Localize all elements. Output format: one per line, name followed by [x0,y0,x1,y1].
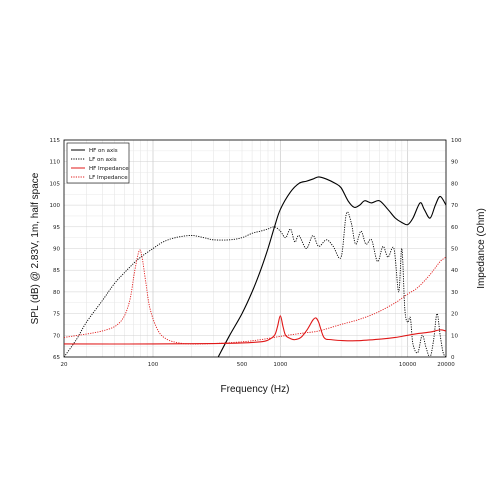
y-tick-label: 100 [50,203,61,209]
x-axis-title: Frequency (Hz) [221,384,290,395]
y-tick-label: 75 [53,312,60,318]
y-axis-title: SPL (dB) @ 2.83V, 1m, half space [30,172,41,324]
y2-tick-label: 0 [451,355,455,361]
y-tick-label: 115 [50,138,61,144]
y2-tick-label: 20 [451,312,458,318]
plot-frame [63,139,447,358]
x-tick-label: 10000 [399,362,417,368]
y2-tick-label: 80 [451,181,458,187]
legend-entry: LF Impedance [89,175,128,181]
series-layer [64,176,446,357]
series-line-1 [217,176,446,357]
y-tick-label: 70 [53,333,60,339]
series-line-4 [64,249,446,345]
y-tick-label: 110 [50,160,61,166]
y2-tick-label: 60 [451,225,458,231]
y2-tick-label: 100 [451,138,462,144]
x-tick-label: 100 [148,362,159,368]
y2-tick-label: 50 [451,247,458,253]
y2-tick-label: 90 [451,160,458,166]
x-tick-label: 20000 [437,362,455,368]
y2-tick-label: 10 [451,333,458,339]
y2-tick-label: 30 [451,290,458,296]
y2-axis-title: Impedance (Ohm) [476,208,487,289]
legend-entry: HF on axis [89,148,118,154]
grid [63,139,447,358]
y2-tick-label: 40 [451,268,458,274]
series-line-2 [64,211,446,357]
x-tick-label: 20 [61,362,68,368]
x-tick-label: 1000 [273,362,287,368]
y-tick-label: 80 [53,290,60,296]
y2-tick-label: 70 [451,203,458,209]
series-line-3 [64,315,446,345]
legend-entry: HF Impedance [89,166,129,172]
legend-entry: LF on axis [89,157,117,163]
legend: HF on axis LF on axis HF Impedance LF Imped… [66,142,130,184]
y-tick-label: 85 [53,268,60,274]
y-tick-label: 95 [53,225,60,231]
tick-labels: 20 100 500 1000 10000 20000657075808590951001… [50,138,462,368]
y-tick-label: 65 [53,355,60,361]
y-tick-label: 90 [53,247,60,253]
x-tick-label: 500 [237,362,248,368]
y-tick-label: 105 [50,181,61,187]
